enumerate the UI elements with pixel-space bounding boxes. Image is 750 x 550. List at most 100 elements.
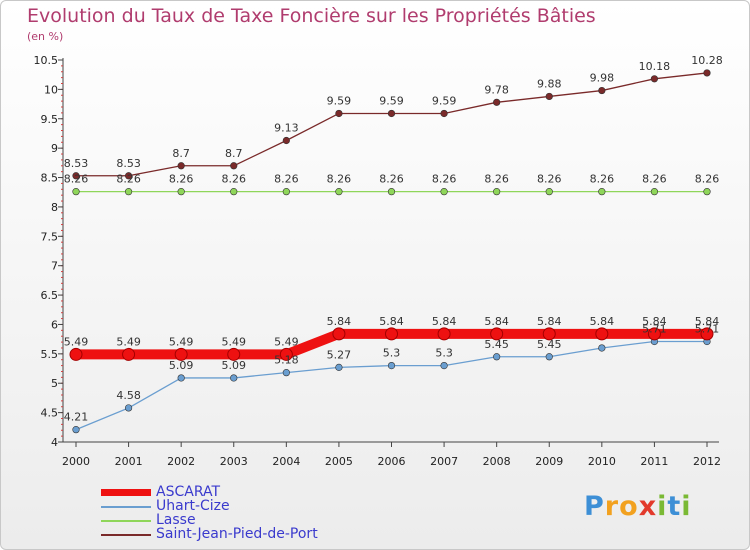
- data-point: [124, 404, 133, 412]
- x-tick-label: 2008: [483, 455, 511, 468]
- data-label: 8.26: [379, 173, 404, 186]
- data-point: [440, 109, 448, 118]
- data-point: [385, 327, 398, 341]
- y-tick-label: 8.5: [41, 172, 59, 185]
- data-point: [493, 98, 501, 106]
- x-tick-label: 2000: [62, 455, 90, 468]
- data-label: 5.27: [327, 348, 352, 361]
- data-label: 8.26: [432, 173, 457, 186]
- data-label: 5.49: [222, 335, 247, 348]
- data-label: 9.13: [274, 122, 299, 135]
- data-label: 5.09: [222, 359, 247, 372]
- data-label: 8.53: [116, 157, 141, 170]
- data-point: [493, 353, 501, 361]
- legend-swatch: [101, 506, 151, 508]
- data-point: [174, 347, 188, 361]
- data-label: 5.49: [116, 335, 141, 348]
- y-tick-label: 5: [51, 377, 58, 390]
- series-saint-jean-pied-de-port: [72, 69, 711, 180]
- y-tick-label: 7.5: [41, 230, 59, 243]
- y-tick-label: 9: [51, 142, 58, 155]
- data-point: [490, 327, 504, 341]
- data-point: [542, 327, 556, 341]
- data-point: [545, 353, 553, 361]
- data-label: 8.26: [274, 173, 299, 186]
- legend-label: Saint-Jean-Pied-de-Port: [156, 526, 318, 542]
- x-tick-label: 2006: [378, 455, 406, 468]
- legend-swatch: [101, 534, 151, 536]
- x-tick-label: 2009: [535, 455, 563, 468]
- data-label: 5.49: [169, 335, 194, 348]
- data-point: [387, 109, 396, 118]
- proxiti-logo: Proxiti: [584, 491, 692, 522]
- data-label: 5.3: [435, 347, 453, 360]
- data-label: 5.84: [432, 315, 457, 328]
- y-tick-label: 5.5: [41, 348, 59, 361]
- data-point: [230, 188, 238, 196]
- data-point: [177, 162, 185, 170]
- data-point: [282, 188, 290, 196]
- series-uhart-cize: [72, 337, 711, 434]
- y-tick-label: 8: [51, 201, 58, 214]
- legend-swatch: [101, 489, 151, 496]
- data-label: 9.59: [327, 94, 352, 107]
- data-label: 8.26: [590, 173, 615, 186]
- data-label: 5.45: [484, 338, 509, 351]
- y-tick-label: 7: [51, 260, 58, 273]
- data-point: [545, 188, 553, 196]
- data-point: [122, 347, 136, 361]
- data-point: [177, 188, 185, 196]
- logo-letter: r: [604, 491, 620, 522]
- data-label: 5.3: [383, 347, 401, 360]
- series-layer: [69, 69, 714, 434]
- data-label: 10.28: [691, 54, 723, 67]
- data-point: [703, 188, 711, 196]
- data-label: 5.84: [695, 315, 720, 328]
- data-label: 8.7: [225, 147, 243, 160]
- logo-letter: x: [638, 491, 658, 522]
- data-label: 5.84: [327, 315, 352, 328]
- data-label: 8.26: [537, 173, 562, 186]
- data-point: [387, 362, 396, 370]
- data-label: 5.84: [642, 315, 667, 328]
- data-label: 9.88: [537, 77, 562, 90]
- data-point: [595, 327, 609, 341]
- series-lasse: [72, 188, 711, 196]
- x-tick-label: 2005: [325, 455, 353, 468]
- data-point: [437, 327, 451, 341]
- data-point: [69, 347, 83, 361]
- y-tick-label: 10.5: [34, 54, 59, 67]
- data-point: [545, 92, 553, 101]
- data-label: 5.84: [537, 315, 562, 328]
- legend-label: ASCARAT: [156, 484, 221, 500]
- data-point: [647, 327, 661, 341]
- data-labels-layer: 8.53 8.53 8.7 8.7 9.13 9.59 9.59 9.59 9.78 9.88 9.…: [64, 54, 723, 424]
- data-point: [598, 188, 606, 196]
- data-label: 8.26: [327, 173, 352, 186]
- data-label: 5.71: [642, 323, 667, 336]
- x-tick-label: 2007: [430, 455, 458, 468]
- x-tick-label: 2004: [272, 455, 300, 468]
- series-line-saint-jean-pied-de-port: [76, 72, 708, 177]
- data-label: 8.26: [695, 173, 720, 186]
- logo-letter: i: [681, 491, 692, 522]
- data-label: 9.78: [484, 83, 509, 96]
- data-point: [440, 362, 448, 370]
- logo-letter: o: [619, 491, 639, 522]
- data-point: [335, 109, 343, 118]
- data-point: [387, 188, 396, 196]
- data-label: 9.98: [590, 72, 615, 85]
- data-point: [279, 347, 293, 361]
- data-label: 9.59: [379, 94, 404, 107]
- data-label: 8.53: [64, 157, 89, 170]
- x-tick-label: 2011: [640, 455, 668, 468]
- data-point: [72, 172, 80, 180]
- axes: 4 4.5 5 5.5 6 6.5 7 7.5 8 8.5 9 9.5 10 10.5 2000 2001 20…: [34, 54, 722, 468]
- y-tick-label: 4.5: [41, 407, 59, 420]
- data-point: [282, 369, 290, 377]
- data-label: 5.71: [695, 323, 720, 336]
- unit-label: (en %): [27, 30, 64, 43]
- logo-letter: i: [657, 491, 668, 522]
- data-point: [650, 75, 659, 83]
